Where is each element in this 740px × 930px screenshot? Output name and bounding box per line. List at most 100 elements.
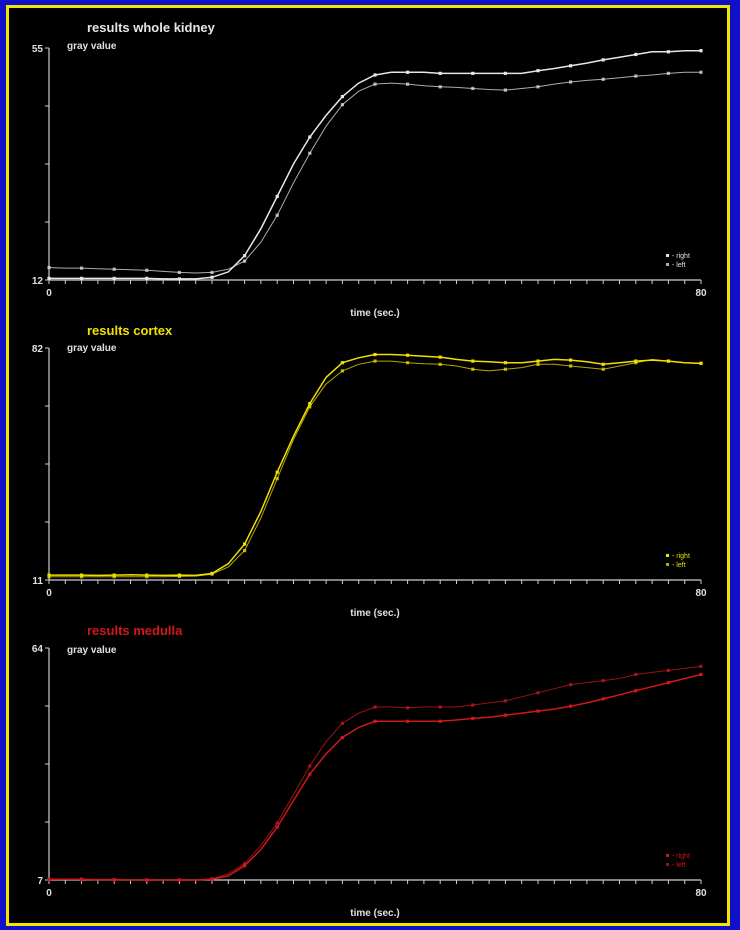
data-point-left (503, 699, 507, 703)
data-point-right (243, 542, 247, 546)
legend-entry-right: - right (672, 253, 690, 260)
data-point-left (275, 213, 279, 217)
x-tick-label-min: 0 (46, 288, 52, 299)
legend-entry-left: - left (672, 862, 686, 869)
data-point-left (438, 362, 442, 366)
data-point-right (666, 680, 670, 685)
legend-marker-0 (666, 254, 669, 257)
data-point-right (308, 401, 312, 406)
data-point-left (340, 369, 344, 373)
data-point-right (666, 50, 670, 54)
data-point-left (503, 88, 507, 92)
data-point-right (699, 49, 703, 53)
data-point-right (373, 73, 377, 77)
data-point-right (503, 713, 507, 717)
data-point-left (438, 85, 442, 89)
y-axis-label: gray value (67, 343, 117, 354)
data-point-left (699, 70, 703, 74)
chart-title: results whole kidney (87, 20, 216, 35)
data-point-left (112, 575, 116, 579)
chart-title: results medulla (87, 623, 183, 638)
data-point-right (210, 275, 214, 279)
y-tick-label-min: 11 (32, 576, 43, 587)
data-point-right (275, 470, 279, 474)
data-point-left (145, 575, 149, 579)
y-tick-label-max: 55 (32, 44, 44, 55)
data-point-left (275, 821, 279, 825)
data-point-right (112, 276, 116, 280)
data-point-left (406, 706, 410, 710)
data-point-left (373, 359, 377, 363)
data-point-left (47, 265, 51, 270)
data-point-right (406, 70, 410, 74)
figure-frame: results whole kidney gray value 55 12 0 80 tim… (6, 5, 730, 926)
data-point-right (699, 672, 703, 677)
data-point-right (308, 135, 312, 139)
data-point-right (275, 194, 279, 198)
data-point-left (340, 721, 344, 725)
data-point-right (634, 689, 638, 693)
y-tick-label-max: 82 (32, 344, 44, 355)
data-point-left (601, 367, 605, 371)
x-axis-label: time (sec.) (350, 608, 399, 619)
data-point-right (145, 276, 149, 280)
data-point-right (308, 772, 312, 776)
data-point-left (536, 362, 540, 366)
data-point-right (471, 716, 475, 721)
data-point-right (471, 71, 475, 75)
data-point-left (536, 85, 540, 89)
data-point-left (275, 477, 279, 481)
y-axis-label: gray value (67, 41, 117, 52)
data-point-left (177, 574, 181, 579)
chart-cortex (45, 347, 703, 584)
data-point-right (373, 352, 377, 357)
data-point-left (47, 575, 51, 579)
data-point-left (112, 878, 116, 882)
data-point-right (47, 276, 51, 280)
x-tick-label-min: 0 (46, 888, 52, 899)
legend-entry-left: - left (672, 262, 686, 269)
data-point-right (503, 361, 507, 365)
data-point-right (80, 276, 84, 280)
x-tick-label-max: 80 (695, 288, 707, 299)
data-point-right (438, 355, 442, 359)
data-point-right (373, 719, 377, 723)
y-tick-label-max: 64 (32, 644, 44, 655)
data-point-right (145, 573, 149, 577)
data-point-left (634, 74, 638, 78)
series-line-right (49, 353, 702, 577)
data-point-right (340, 94, 344, 99)
x-tick-label-min: 0 (46, 588, 52, 599)
data-point-left (699, 361, 703, 365)
data-point-right (536, 709, 540, 713)
data-point-left (80, 266, 84, 270)
data-point-left (47, 877, 51, 882)
data-point-right (406, 719, 410, 723)
data-point-left (601, 678, 605, 683)
data-point-right (243, 864, 247, 868)
data-point-right (601, 362, 605, 366)
data-point-right (47, 573, 51, 577)
data-point-right (80, 573, 84, 577)
data-point-right (340, 361, 344, 365)
data-point-left (471, 86, 475, 91)
data-point-left (210, 270, 214, 275)
data-point-right (406, 353, 410, 357)
chart-medulla (45, 647, 703, 884)
data-point-right (536, 69, 540, 73)
data-point-left (699, 664, 703, 668)
data-point-left (308, 405, 312, 409)
data-point-right (569, 358, 573, 362)
series-line-right (49, 673, 702, 881)
legend-marker-1 (666, 263, 669, 266)
legend-marker-1 (666, 863, 669, 866)
chart-title: results cortex (87, 323, 173, 338)
data-point-left (634, 361, 638, 365)
data-point-left (569, 683, 573, 687)
data-point-left (666, 359, 670, 363)
data-point-left (210, 572, 214, 576)
data-point-left (406, 361, 410, 365)
data-point-left (145, 878, 149, 882)
data-point-left (80, 575, 84, 579)
data-point-left (666, 668, 670, 672)
